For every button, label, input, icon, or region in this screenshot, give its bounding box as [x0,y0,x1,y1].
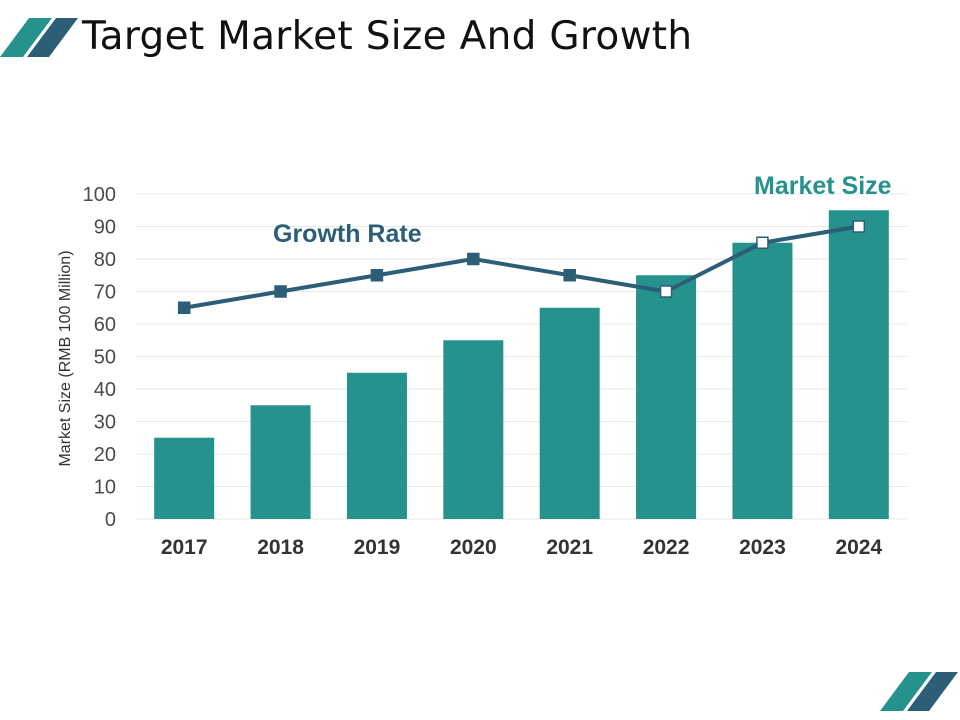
growth-marker-2024 [852,220,866,233]
growth-marker-2017 [177,301,191,314]
bar-series-market-size [154,210,889,519]
bottom-right-stripe-teal [880,672,932,711]
y-tick-label: 60 [94,314,116,336]
growth-marker-2023 [756,236,769,249]
y-axis-label: Market Size (RMB 100 Million) [57,250,74,466]
y-axis-ticks: 0 10 20 30 40 50 60 70 80 90 100 [83,184,116,531]
page-title: Target Market Size And Growth [82,14,693,59]
y-tick-label: 20 [94,444,116,466]
growth-marker-2021 [563,269,576,282]
x-tick-label: 2020 [450,536,497,559]
line-markers [177,220,866,314]
bar-2019 [346,372,407,519]
y-tick-label: 0 [105,509,116,531]
growth-rate-annotation: Growth Rate [273,220,422,248]
growth-marker-2019 [370,269,384,282]
top-left-stripe-teal [0,18,52,57]
bar-2017 [154,437,215,519]
y-tick-label: 10 [94,477,116,499]
x-tick-label: 2019 [354,536,401,559]
market-size-annotation: Market Size [754,172,892,200]
line-series-growth-rate [183,224,860,310]
y-tick-label: 40 [94,379,116,401]
x-tick-label: 2017 [161,536,208,559]
x-tick-label: 2021 [546,536,593,559]
x-tick-label: 2024 [835,536,882,559]
growth-rate-line [183,224,860,310]
top-left-stripe-navy [27,18,78,57]
x-tick-label: 2018 [257,536,304,559]
bar-2023 [732,242,793,519]
bar-2021 [539,307,600,519]
bar-2018 [250,405,311,519]
y-tick-label: 90 [94,217,116,239]
x-axis-ticks: 2017 2018 2019 2020 2021 2022 2023 2024 [161,536,883,559]
bar-2020 [443,340,504,519]
growth-marker-2020 [467,252,480,266]
y-tick-label: 80 [94,249,116,271]
y-tick-label: 50 [94,347,116,369]
y-tick-label: 30 [94,412,116,434]
x-tick-label: 2022 [643,536,690,559]
bottom-right-stripe-navy [907,672,958,711]
x-tick-label: 2023 [739,536,786,559]
y-tick-label: 70 [94,282,116,304]
bar-2024 [828,210,889,519]
bar-2022 [636,275,697,519]
y-tick-label: 100 [83,184,116,206]
growth-marker-2018 [274,285,287,298]
growth-marker-2022 [659,285,673,298]
